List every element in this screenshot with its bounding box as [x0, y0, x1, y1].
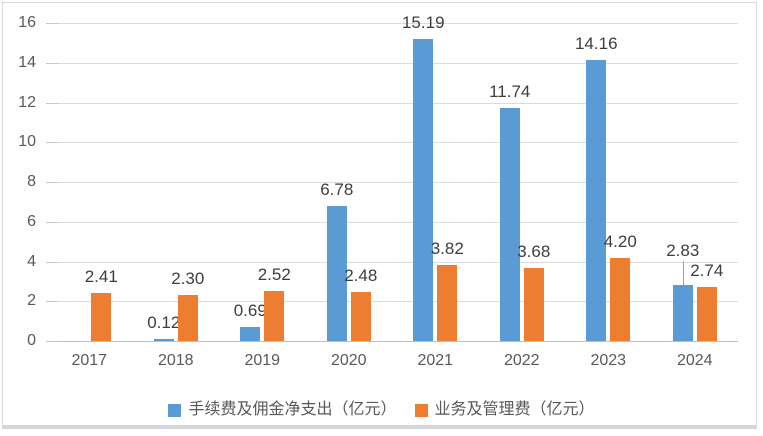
y-axis-tick [46, 261, 58, 263]
y-axis-tick [46, 142, 58, 144]
gridline [46, 23, 738, 24]
bar-label-series2-2019: 2.52 [257, 264, 291, 284]
bar-series2-2024 [696, 286, 717, 341]
bar-series1-2022 [499, 107, 520, 341]
bar-label-series2-2024: 2.74 [690, 260, 724, 280]
y-axis-label: 6 [27, 212, 36, 230]
legend-label: 业务及管理费（亿元） [434, 401, 595, 418]
bar-label-series1-2021: 15.19 [401, 13, 445, 33]
bar-series1-2018 [153, 338, 174, 341]
bar-series2-2023 [610, 257, 631, 341]
bar-label-series2-2021: 3.82 [430, 239, 464, 259]
bar-label-series1-2022: 11.74 [489, 81, 531, 101]
x-axis-label-2017: 2017 [71, 352, 108, 369]
x-axis-label-2021: 2021 [417, 352, 454, 369]
bar-label-series1-2020: 6.78 [320, 180, 354, 200]
legend-item-series1: 手续费及佣金净支出（亿元） [168, 400, 397, 420]
y-axis-tick [46, 102, 58, 104]
bar-series2-2021 [437, 265, 458, 341]
y-axis-tick [46, 23, 58, 24]
x-axis-label-2023: 2023 [590, 352, 627, 369]
bar-series1-2020 [326, 206, 347, 341]
label-leader-line [682, 260, 684, 285]
gridline [46, 182, 738, 183]
legend-label: 手续费及佣金净支出（亿元） [188, 401, 397, 418]
bar-label-series1-2023: 14.16 [574, 33, 618, 53]
bar-label-series2-2018: 2.30 [171, 269, 205, 289]
legend-swatch-icon [168, 403, 182, 417]
y-axis-label: 4 [27, 252, 36, 270]
y-axis-tick [46, 182, 58, 183]
x-axis-label-2022: 2022 [503, 352, 540, 369]
bar-series2-2022 [523, 267, 544, 341]
gridline [46, 221, 738, 223]
bar-label-series1-2024: 2.83 [666, 240, 700, 260]
y-axis-tick [46, 221, 58, 223]
bar-label-series2-2023: 4.20 [603, 231, 637, 251]
bar-series1-2024 [672, 284, 693, 341]
bar-label-series2-2017: 2.41 [84, 267, 118, 287]
bar-label-series2-2020: 2.48 [344, 265, 378, 285]
bar-label-series1-2018: 0.12 [147, 312, 181, 332]
bar-series1-2023 [586, 59, 607, 341]
y-axis-tick [46, 62, 58, 64]
y-axis-label: 14 [18, 53, 36, 71]
bar-series2-2020 [350, 291, 371, 341]
y-axis-tick [46, 341, 58, 342]
gridline [46, 142, 738, 144]
gridline [46, 301, 738, 303]
y-axis-label: 12 [18, 93, 36, 111]
bar-label-series2-2022: 3.68 [517, 241, 551, 261]
bar-label-series1-2019: 0.69 [233, 301, 267, 321]
x-axis-label-2024: 2024 [676, 352, 713, 369]
gridline [46, 102, 738, 104]
y-axis-label: 16 [18, 14, 36, 31]
x-axis-label-2019: 2019 [244, 352, 281, 369]
bar-series2-2017 [91, 293, 112, 341]
legend-swatch-icon [414, 403, 428, 417]
x-axis-label-2018: 2018 [157, 352, 194, 369]
bar-series2-2018 [177, 295, 198, 341]
gridline [46, 62, 738, 64]
y-axis-tick [46, 301, 58, 303]
x-axis-label-2020: 2020 [330, 352, 367, 369]
legend: 手续费及佣金净支出（亿元） 业务及管理费（亿元） [0, 398, 763, 422]
y-axis-label: 10 [18, 133, 36, 151]
y-axis-label: 0 [27, 332, 36, 349]
bar-series1-2019 [240, 327, 261, 341]
legend-item-series2: 业务及管理费（亿元） [414, 400, 595, 420]
y-axis-label: 8 [27, 173, 36, 190]
gridline [46, 261, 738, 263]
bar-series2-2019 [264, 290, 285, 341]
y-axis-label: 2 [27, 292, 36, 310]
bar-series1-2021 [413, 39, 434, 341]
chart-frame [2, 2, 757, 429]
x-axis-line [46, 341, 738, 342]
